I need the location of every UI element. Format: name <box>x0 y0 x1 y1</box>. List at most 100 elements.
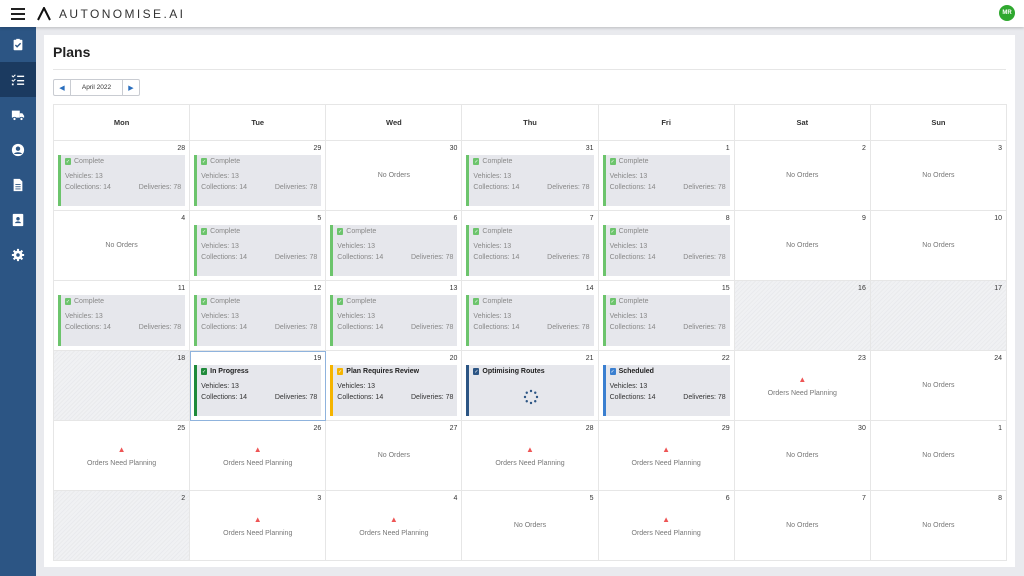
deliveries-count: Deliveries: 78 <box>547 324 590 331</box>
calendar-day[interactable]: 2 <box>54 491 191 561</box>
calendar-day[interactable]: 26 ▲ Orders Need Planning <box>190 421 327 491</box>
vehicles-count: Vehicles: 13 <box>473 173 512 180</box>
status-clipboard-icon: ✓ <box>65 298 71 305</box>
plan-card[interactable]: ✓ Plan Requires Review Vehicles: 13 Collect… <box>330 365 458 416</box>
calendar-day[interactable]: 1 No Orders <box>870 421 1007 491</box>
sidebar-item-documents[interactable] <box>0 167 36 202</box>
sidebar-item-plans-check[interactable] <box>0 27 36 62</box>
sidebar-item-tasks[interactable] <box>0 62 36 97</box>
plan-card[interactable]: ✓ Complete Vehicles: 13 Collections: 14 Deli… <box>466 295 594 346</box>
user-avatar[interactable]: MR <box>999 5 1015 21</box>
calendar-day[interactable]: 8 ✓ Complete Vehicles: 13 Collections: 14 Del… <box>598 211 735 281</box>
menu-icon[interactable] <box>11 7 25 20</box>
calendar-day[interactable]: 15 ✓ Complete Vehicles: 13 Collections: 14 De… <box>598 281 735 351</box>
no-orders-label: No Orders <box>786 522 819 529</box>
no-orders-label: No Orders <box>922 172 955 179</box>
day-number: 15 <box>721 285 730 292</box>
weekday-header: Mon Tue Wed Thu Fri Sat Sun <box>54 105 1007 141</box>
day-number: 2 <box>861 145 866 152</box>
plan-card[interactable]: ✓ In Progress Vehicles: 13 Collections: 14 D… <box>194 365 322 416</box>
day-number: 8 <box>998 495 1002 502</box>
orders-need-planning-label: Orders Need Planning <box>767 390 837 397</box>
day-number: 31 <box>585 145 594 152</box>
calendar-day[interactable]: 29 ▲ Orders Need Planning <box>598 421 735 491</box>
calendar-day[interactable]: 9 No Orders <box>734 211 871 281</box>
calendar-day[interactable]: 8 No Orders <box>870 491 1007 561</box>
calendar-day[interactable]: 14 ✓ Complete Vehicles: 13 Collections: 14 De… <box>462 281 599 351</box>
calendar-day[interactable]: 22 ✓ Scheduled Vehicles: 13 Collections: 14 D… <box>598 351 735 421</box>
next-month-button[interactable]: ▶ <box>128 84 134 92</box>
calendar-day[interactable]: 1 ✓ Complete Vehicles: 13 Collections: 14 Del… <box>598 141 735 211</box>
plan-card[interactable]: ✓ Complete Vehicles: 13 Collections: 14 Deli… <box>194 155 322 206</box>
calendar-day[interactable]: 19 ✓ In Progress Vehicles: 13 Collections: 1… <box>190 351 327 421</box>
calendar-day[interactable]: 29 ✓ Complete Vehicles: 13 Collections: 14 De… <box>190 141 327 211</box>
plan-card[interactable]: ✓ Complete Vehicles: 13 Collections: 14 Deli… <box>602 295 730 346</box>
sidebar-item-users[interactable] <box>0 132 36 167</box>
warning-icon: ▲ <box>117 445 126 454</box>
calendar-day[interactable]: 27 No Orders <box>326 421 463 491</box>
calendar-day[interactable]: 21 ✓ Optimising Routes <box>462 351 599 421</box>
calendar-day[interactable]: 5 No Orders <box>462 491 599 561</box>
day-number: 4 <box>453 495 458 502</box>
plan-card[interactable]: ✓ Optimising Routes <box>466 365 594 416</box>
calendar-day[interactable]: 18 <box>54 351 191 421</box>
calendar-week: 18 19 ✓ In Progress Vehicles: 13 Collections:… <box>54 351 1007 421</box>
day-number: 18 <box>177 355 186 362</box>
vehicles-count: Vehicles: 13 <box>201 173 239 180</box>
collections-count: Collections: 14 <box>201 394 248 401</box>
plan-status: Complete <box>618 228 649 235</box>
calendar-day[interactable]: 11 ✓ Complete Vehicles: 13 Collections: 14 De… <box>54 281 191 351</box>
calendar-day[interactable]: 30 No Orders <box>734 421 871 491</box>
calendar-day[interactable]: 28 ✓ Complete Vehicles: 13 Collections: 14 De… <box>54 141 191 211</box>
vehicles-count: Vehicles: 13 <box>609 173 648 180</box>
plan-card[interactable]: ✓ Complete Vehicles: 13 Collections: 14 Deli… <box>466 155 594 206</box>
plan-card[interactable]: ✓ Complete Vehicles: 13 Collections: 14 Deli… <box>194 295 322 346</box>
plan-card[interactable]: ✓ Complete Vehicles: 13 Collections: 14 Deli… <box>602 155 730 206</box>
calendar-day[interactable]: 13 ✓ Complete Vehicles: 13 Collections: 14 De… <box>326 281 463 351</box>
sidebar-item-contacts[interactable] <box>0 202 36 237</box>
deliveries-count: Deliveries: 78 <box>274 254 318 261</box>
calendar-day[interactable]: 3 No Orders <box>870 141 1007 211</box>
calendar-day[interactable]: 2 No Orders <box>734 141 871 211</box>
calendar-day[interactable]: 16 <box>734 281 871 351</box>
plan-card[interactable]: ✓ Complete Vehicles: 13 Collections: 14 Deli… <box>58 155 186 206</box>
sidebar-item-vehicles[interactable] <box>0 97 36 132</box>
plan-card[interactable]: ✓ Complete Vehicles: 13 Collections: 14 Deli… <box>58 295 186 346</box>
plan-card[interactable]: ✓ Scheduled Vehicles: 13 Collections: 14 Del… <box>602 365 730 416</box>
calendar-day[interactable]: 6 ✓ Complete Vehicles: 13 Collections: 14 Del… <box>326 211 463 281</box>
plan-card[interactable]: ✓ Complete Vehicles: 13 Collections: 14 Deli… <box>194 225 322 276</box>
calendar-day[interactable]: 3 ▲ Orders Need Planning <box>190 491 327 561</box>
calendar-day[interactable]: 4 ▲ Orders Need Planning <box>326 491 463 561</box>
calendar-day[interactable]: 28 ▲ Orders Need Planning <box>462 421 599 491</box>
plan-card[interactable]: ✓ Complete Vehicles: 13 Collections: 14 Deli… <box>330 225 458 276</box>
calendar-day[interactable]: 24 No Orders <box>870 351 1007 421</box>
calendar-day[interactable]: 4 No Orders <box>54 211 191 281</box>
calendar-day[interactable]: 31 ✓ Complete Vehicles: 13 Collections: 14 De… <box>462 141 599 211</box>
calendar-week: 28 ✓ Complete Vehicles: 13 Collections: 14 De… <box>54 141 1007 211</box>
brand-logo[interactable]: AUTONOMISE.AI <box>37 6 185 21</box>
calendar-day[interactable]: 20 ✓ Plan Requires Review Vehicles: 13 Colle… <box>326 351 463 421</box>
prev-month-button[interactable]: ◀ <box>59 84 65 92</box>
calendar-day[interactable]: 5 ✓ Complete Vehicles: 13 Collections: 14 Del… <box>190 211 327 281</box>
plan-card[interactable]: ✓ Complete Vehicles: 13 Collections: 14 Deli… <box>466 225 594 276</box>
calendar-day[interactable]: 30 No Orders <box>326 141 463 211</box>
day-number: 5 <box>589 495 594 502</box>
deliveries-count: Deliveries: 78 <box>411 394 454 401</box>
sidebar-item-settings[interactable] <box>0 237 36 272</box>
page-title: Plans <box>53 44 91 60</box>
list-check-icon <box>11 73 25 85</box>
calendar-day[interactable]: 12 ✓ Complete Vehicles: 13 Collections: 14 De… <box>190 281 327 351</box>
plan-card[interactable]: ✓ Complete Vehicles: 13 Collections: 14 Deli… <box>330 295 458 346</box>
calendar-day[interactable]: 25 ▲ Orders Need Planning <box>54 421 191 491</box>
vehicles-count: Vehicles: 13 <box>65 313 103 320</box>
calendar-day[interactable]: 7 ✓ Complete Vehicles: 13 Collections: 14 Del… <box>462 211 599 281</box>
plan-status: Scheduled <box>618 368 654 375</box>
day-number: 9 <box>861 215 866 222</box>
calendar-day[interactable]: 23 ▲ Orders Need Planning <box>734 351 871 421</box>
calendar-day[interactable]: 7 No Orders <box>734 491 871 561</box>
calendar-day[interactable]: 10 No Orders <box>870 211 1007 281</box>
calendar-day[interactable]: 6 ▲ Orders Need Planning <box>598 491 735 561</box>
day-number: 23 <box>858 355 866 362</box>
plan-card[interactable]: ✓ Complete Vehicles: 13 Collections: 14 Deli… <box>602 225 730 276</box>
calendar-day[interactable]: 17 <box>870 281 1007 351</box>
